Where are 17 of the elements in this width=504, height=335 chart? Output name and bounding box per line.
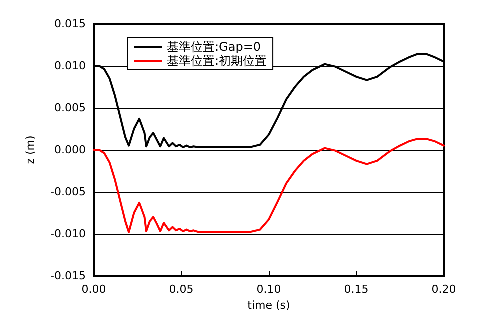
y-tick-label: 0.015 bbox=[54, 18, 86, 30]
y-tick-label: -0.015 bbox=[50, 270, 86, 282]
y-tick-label: 0.005 bbox=[54, 102, 86, 114]
x-tick-label: 0.10 bbox=[256, 283, 282, 296]
x-tick-label: 0.05 bbox=[169, 283, 194, 296]
y-tick-label: -0.005 bbox=[50, 186, 86, 198]
legend-label: 基準位置:Gap=0 bbox=[167, 40, 262, 54]
x-tick-label: 0.00 bbox=[82, 283, 106, 296]
y-tick-label: 0.000 bbox=[54, 144, 86, 156]
x-tick-label: 0.15 bbox=[344, 283, 369, 296]
y-tick-label: 0.010 bbox=[54, 60, 86, 72]
x-tick-label: 0.20 bbox=[432, 283, 456, 296]
y-tick-label: -0.010 bbox=[50, 228, 86, 240]
x-axis-title: time (s) bbox=[248, 298, 290, 312]
y-axis-title: z (m) bbox=[24, 136, 37, 164]
line-series bbox=[93, 138, 445, 234]
legend-label: 基準位置:初期位置 bbox=[167, 54, 268, 68]
